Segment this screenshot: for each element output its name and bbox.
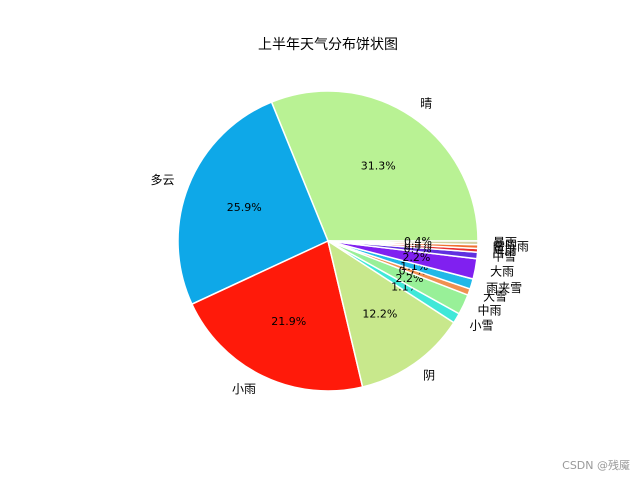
slice-label: 雷阵雨 xyxy=(493,240,529,254)
slice-label: 多云 xyxy=(150,173,174,187)
value-label: 21.9% xyxy=(271,315,306,328)
value-label: 12.2% xyxy=(362,308,397,321)
value-label: 31.3% xyxy=(361,159,396,172)
slice-label: 晴 xyxy=(420,97,432,111)
chart-title: 上半年天气分布饼状图 xyxy=(258,37,398,53)
value-label: 25.9% xyxy=(227,201,262,214)
value-label: 2.2% xyxy=(402,251,430,264)
pie-slice xyxy=(327,240,479,246)
slice-label: 中雨 xyxy=(477,302,501,317)
pie-slice xyxy=(270,90,479,242)
pie-slice xyxy=(177,101,329,306)
slice-label: 暴雨 xyxy=(493,236,517,250)
slice-label: 大雪 xyxy=(483,290,507,304)
slice-label: 大雨 xyxy=(490,264,514,278)
slice-label: 雨夹雪 xyxy=(486,281,522,295)
slice-label: 中雪 xyxy=(492,248,516,263)
value-label: 0.4% xyxy=(404,235,432,248)
slice-label: 阴 xyxy=(423,368,435,382)
slice-label: 小雪 xyxy=(469,318,493,332)
watermark: CSDN @残魇 xyxy=(562,458,630,472)
slice-label: 小雨 xyxy=(232,382,256,396)
pie-slice xyxy=(190,239,364,392)
slice-label: 阵雨 xyxy=(493,244,517,258)
pie-slice xyxy=(326,239,455,388)
